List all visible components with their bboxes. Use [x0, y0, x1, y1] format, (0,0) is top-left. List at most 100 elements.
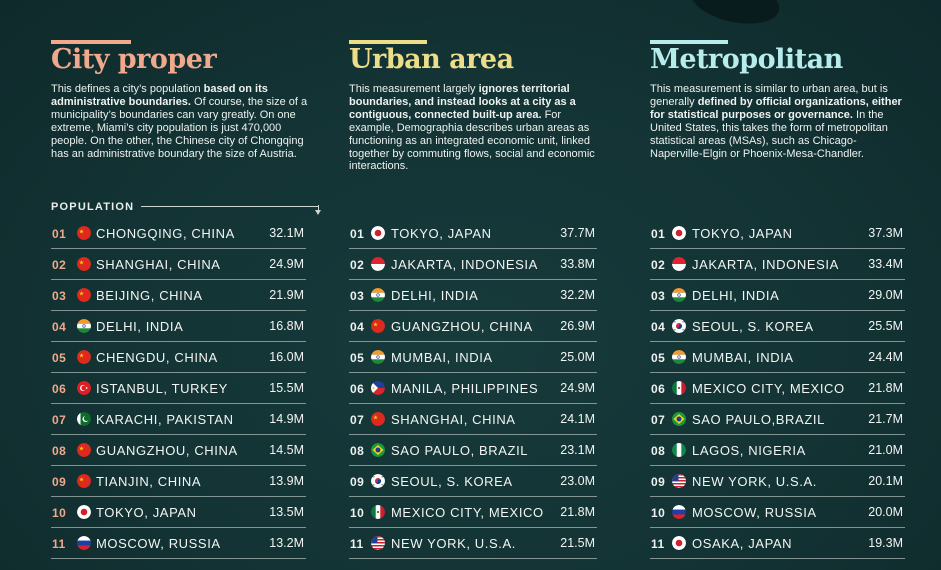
mexico-flag-icon: [672, 381, 686, 395]
population-value: 21.7M: [868, 412, 903, 426]
korea-flag-icon: [371, 474, 385, 488]
list-item: 05 CHENGDU, CHINA 16.0M: [51, 342, 306, 373]
usa-flag-icon: [672, 474, 686, 488]
list-item: 10 TOKYO, JAPAN 13.5M: [51, 497, 306, 528]
city-name: BEIJING, CHINA: [96, 288, 203, 303]
list-item: 11 OSAKA, JAPAN 19.3M: [650, 528, 905, 559]
list-item: 05 MUMBAI, INDIA 24.4M: [650, 342, 905, 373]
rank-number: 03: [52, 289, 67, 303]
city-name: JAKARTA, INDONESIA: [391, 257, 538, 272]
city-name: OSAKA, JAPAN: [692, 536, 793, 551]
population-value: 21.8M: [560, 505, 595, 519]
nigeria-flag-icon: [672, 443, 686, 457]
rank-number: 04: [651, 320, 666, 334]
rank-number: 10: [52, 506, 67, 520]
city-name: SEOUL, S. KOREA: [692, 319, 814, 334]
rank-number: 06: [651, 382, 666, 396]
city-name: DELHI, INDIA: [96, 319, 184, 334]
population-arrow-line: [141, 206, 319, 207]
china-flag-icon: [371, 412, 385, 426]
city-name: MANILA, PHILIPPINES: [391, 381, 539, 396]
china-flag-icon: [77, 350, 91, 364]
population-value: 37.7M: [560, 226, 595, 240]
description-text: For example, Demographia describes urban…: [349, 108, 595, 173]
rank-number: 11: [651, 537, 665, 551]
list-item: 10 MOSCOW, RUSSIA 20.0M: [650, 497, 905, 528]
list-item: 09 SEOUL, S. KOREA 23.0M: [349, 466, 597, 497]
list-item: 01 CHONGQING, CHINA 32.1M: [51, 218, 306, 249]
population-value: 15.5M: [269, 381, 304, 395]
population-value: 24.9M: [269, 257, 304, 271]
ranking-list: 01 TOKYO, JAPAN 37.3M 02 JAKARTA, INDONESIA 3…: [650, 218, 905, 559]
russia-flag-icon: [672, 505, 686, 519]
population-arrow-stem: [318, 205, 319, 213]
india-flag-icon: [672, 288, 686, 302]
population-value: 32.2M: [560, 288, 595, 302]
india-flag-icon: [371, 350, 385, 364]
japan-flag-icon: [672, 226, 686, 240]
description-bold-text: ignores territorial boundaries, and inst…: [349, 83, 576, 121]
list-item: 07 SAO PAULO,BRAZIL 21.7M: [650, 404, 905, 435]
city-name: MEXICO CITY, MEXICO: [391, 505, 544, 520]
list-item: 08 GUANGZHOU, CHINA 14.5M: [51, 435, 306, 466]
city-name: MOSCOW, RUSSIA: [96, 536, 221, 551]
population-value: 21.5M: [560, 536, 595, 550]
population-value: 33.4M: [868, 257, 903, 271]
population-value: 21.8M: [868, 381, 903, 395]
list-item: 06 ISTANBUL, TURKEY 15.5M: [51, 373, 306, 404]
mexico-flag-icon: [371, 505, 385, 519]
rank-number: 08: [52, 444, 67, 458]
list-item: 04 DELHI, INDIA 16.8M: [51, 311, 306, 342]
city-name: SAO PAULO,BRAZIL: [692, 412, 825, 427]
accent-bar: [650, 40, 728, 44]
rank-number: 09: [350, 475, 365, 489]
population-value: 24.9M: [560, 381, 595, 395]
list-item: 03 DELHI, INDIA 29.0M: [650, 280, 905, 311]
column-title: City proper: [51, 44, 217, 75]
rank-number: 08: [350, 444, 365, 458]
population-value: 13.5M: [269, 505, 304, 519]
city-name: MUMBAI, INDIA: [692, 350, 794, 365]
rank-number: 02: [350, 258, 365, 272]
description-text: Of course, the size of a municipality’s …: [51, 95, 308, 160]
rank-number: 07: [651, 413, 666, 427]
china-flag-icon: [77, 443, 91, 457]
rank-number: 10: [651, 506, 666, 520]
population-value: 29.0M: [868, 288, 903, 302]
city-name: DELHI, INDIA: [692, 288, 780, 303]
rank-number: 03: [350, 289, 365, 303]
column-description: This measurement largely ignores territo…: [349, 83, 607, 173]
city-name: CHENGDU, CHINA: [96, 350, 218, 365]
population-value: 26.9M: [560, 319, 595, 333]
city-name: NEW YORK, U.S.A.: [391, 536, 516, 551]
city-name: ISTANBUL, TURKEY: [96, 381, 228, 396]
japan-flag-icon: [371, 226, 385, 240]
city-name: KARACHI, PAKISTAN: [96, 412, 234, 427]
rank-number: 05: [52, 351, 67, 365]
brazil-flag-icon: [371, 443, 385, 457]
rank-number: 11: [350, 537, 364, 551]
japan-flag-icon: [77, 505, 91, 519]
list-item: 03 DELHI, INDIA 32.2M: [349, 280, 597, 311]
rank-number: 09: [52, 475, 67, 489]
list-item: 07 KARACHI, PAKISTAN 14.9M: [51, 404, 306, 435]
population-value: 16.0M: [269, 350, 304, 364]
column-description: This defines a city’s population based o…: [51, 83, 309, 160]
korea-flag-icon: [672, 319, 686, 333]
population-value: 21.0M: [868, 443, 903, 457]
rank-number: 02: [651, 258, 666, 272]
china-flag-icon: [77, 474, 91, 488]
population-value: 25.5M: [868, 319, 903, 333]
city-name: TOKYO, JAPAN: [96, 505, 197, 520]
china-flag-icon: [77, 288, 91, 302]
city-name: SHANGHAI, CHINA: [391, 412, 516, 427]
list-item: 06 MEXICO CITY, MEXICO 21.8M: [650, 373, 905, 404]
rank-number: 06: [52, 382, 67, 396]
column-title: Urban area: [349, 44, 514, 75]
philippines-flag-icon: [371, 381, 385, 395]
list-item: 03 BEIJING, CHINA 21.9M: [51, 280, 306, 311]
list-item: 04 SEOUL, S. KOREA 25.5M: [650, 311, 905, 342]
city-name: SAO PAULO, BRAZIL: [391, 443, 529, 458]
description-text: This measurement is similar to urban are…: [650, 83, 888, 108]
city-name: DELHI, INDIA: [391, 288, 479, 303]
